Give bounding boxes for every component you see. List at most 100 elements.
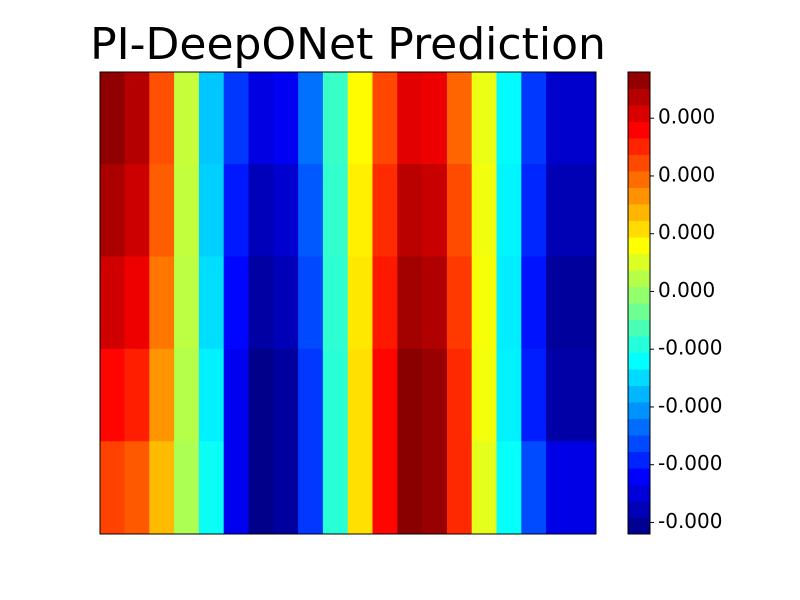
colorbar-band bbox=[628, 105, 650, 122]
contour-cell bbox=[546, 71, 572, 165]
contour-cell bbox=[422, 441, 448, 535]
contour-cell bbox=[496, 256, 522, 350]
contour-cell bbox=[397, 71, 423, 165]
colorbar-band bbox=[628, 253, 650, 271]
contour-cell bbox=[198, 441, 225, 535]
contour-cell bbox=[570, 71, 597, 165]
contour-cell bbox=[496, 71, 522, 165]
colorbar-tick-label: -0.000 bbox=[658, 336, 722, 360]
contour-cell bbox=[99, 441, 126, 535]
contour-cell bbox=[322, 164, 349, 258]
contour-cell bbox=[223, 348, 250, 442]
contour-cell bbox=[546, 256, 572, 350]
contour-cell bbox=[99, 348, 126, 442]
contour-cell bbox=[149, 348, 175, 442]
colorbar-band bbox=[628, 138, 650, 155]
contour-cell bbox=[273, 348, 299, 442]
contour-cell bbox=[471, 256, 498, 350]
chart-title: PI-DeepONet Prediction bbox=[90, 19, 606, 70]
colorbar-band bbox=[628, 402, 650, 419]
contour-cell bbox=[372, 441, 398, 535]
colorbar-band bbox=[628, 171, 650, 188]
colorbar-band bbox=[628, 303, 650, 320]
contour-cell bbox=[124, 441, 150, 535]
contour-cell bbox=[273, 256, 299, 350]
colorbar: 0.000 0.000 0.000 0.000 -0.000 -0.000 -0.000 -0… bbox=[627, 71, 722, 535]
contour-cell bbox=[149, 441, 175, 535]
colorbar-band bbox=[628, 451, 650, 469]
contour-cell bbox=[174, 256, 200, 350]
contour-cell bbox=[446, 441, 473, 535]
colorbar-band bbox=[628, 352, 650, 370]
colorbar-tick-label: 0.000 bbox=[658, 162, 715, 186]
colorbar-tick-label: 0.000 bbox=[658, 220, 715, 244]
contour-cell bbox=[446, 71, 473, 165]
colorbar-tick-label: 0.000 bbox=[658, 278, 715, 302]
plot-area bbox=[99, 71, 597, 535]
contour-cell bbox=[322, 441, 349, 535]
colorbar-band bbox=[628, 237, 650, 254]
colorbar-band bbox=[628, 270, 650, 287]
contour-cell bbox=[570, 441, 597, 535]
colorbar-band bbox=[628, 484, 650, 502]
contour-cell bbox=[198, 164, 225, 258]
contour-cell bbox=[149, 71, 175, 165]
contour-cell bbox=[347, 164, 374, 258]
contour-cell bbox=[99, 71, 126, 165]
contour-cell bbox=[298, 71, 324, 165]
contour-cell bbox=[446, 348, 473, 442]
contour-cell bbox=[248, 441, 274, 535]
contour-cell bbox=[248, 71, 274, 165]
contour-cell bbox=[248, 256, 274, 350]
contour-cell bbox=[347, 348, 374, 442]
colorbar-band bbox=[628, 220, 650, 238]
contour-cell bbox=[521, 348, 547, 442]
contour-cell bbox=[471, 348, 498, 442]
contour-cell bbox=[124, 164, 150, 258]
contour-cell bbox=[521, 71, 547, 165]
contour-cell bbox=[273, 441, 299, 535]
colorbar-frame bbox=[627, 71, 651, 535]
contour-cell bbox=[124, 348, 150, 442]
contour-cell bbox=[124, 256, 150, 350]
contour-cell bbox=[397, 164, 423, 258]
contour-cell bbox=[546, 164, 572, 258]
contour-cell bbox=[422, 71, 448, 165]
contour-cell bbox=[322, 256, 349, 350]
colorbar-band bbox=[628, 72, 650, 89]
contour-cell bbox=[223, 441, 250, 535]
contour-cell bbox=[347, 71, 374, 165]
contour-cell bbox=[198, 71, 225, 165]
contour-cell bbox=[273, 164, 299, 258]
contour-cell bbox=[521, 164, 547, 258]
contour-cell bbox=[174, 164, 200, 258]
colorbar-band bbox=[628, 517, 650, 535]
contour-cell bbox=[546, 441, 572, 535]
contour-cell bbox=[397, 441, 423, 535]
contour-cell bbox=[397, 348, 423, 442]
contour-cell bbox=[223, 71, 250, 165]
contour-cell bbox=[99, 164, 126, 258]
contour-cell bbox=[198, 348, 225, 442]
colorbar-band bbox=[628, 204, 650, 221]
contour-cell bbox=[496, 164, 522, 258]
contour-cell bbox=[198, 256, 225, 350]
contour-cell bbox=[298, 348, 324, 442]
contour-cell bbox=[298, 256, 324, 350]
colorbar-band bbox=[628, 336, 650, 353]
contour-cell bbox=[347, 441, 374, 535]
contour-cell bbox=[174, 441, 200, 535]
colorbar-band bbox=[628, 435, 650, 452]
contour-cell bbox=[397, 256, 423, 350]
contour-cell bbox=[496, 348, 522, 442]
colorbar-band bbox=[628, 88, 650, 106]
contour-cell bbox=[298, 164, 324, 258]
contour-cell bbox=[521, 256, 547, 350]
contour-cell bbox=[223, 164, 250, 258]
contour-cell bbox=[248, 348, 274, 442]
contour-cell bbox=[248, 164, 274, 258]
contour-cell bbox=[322, 348, 349, 442]
contour-cell bbox=[149, 256, 175, 350]
contour-cell bbox=[347, 256, 374, 350]
colorbar-tick-label: -0.000 bbox=[658, 451, 722, 475]
